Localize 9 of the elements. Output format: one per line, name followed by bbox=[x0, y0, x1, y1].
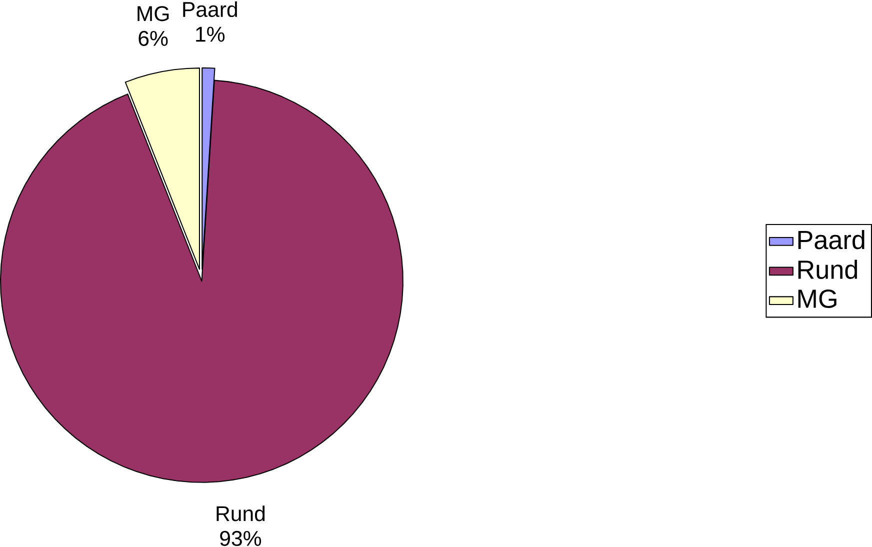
data-label: 1% bbox=[196, 26, 225, 42]
data-label: 6% bbox=[138, 30, 168, 46]
legend-label: MG bbox=[798, 289, 836, 308]
legend-label: Paard bbox=[798, 230, 864, 250]
legend-label: Rund bbox=[798, 260, 858, 279]
data-label: 93% bbox=[220, 530, 262, 546]
slice-label: Paard bbox=[183, 1, 237, 17]
slice-label: Rund bbox=[216, 505, 265, 522]
slice-label: MG bbox=[138, 6, 169, 22]
